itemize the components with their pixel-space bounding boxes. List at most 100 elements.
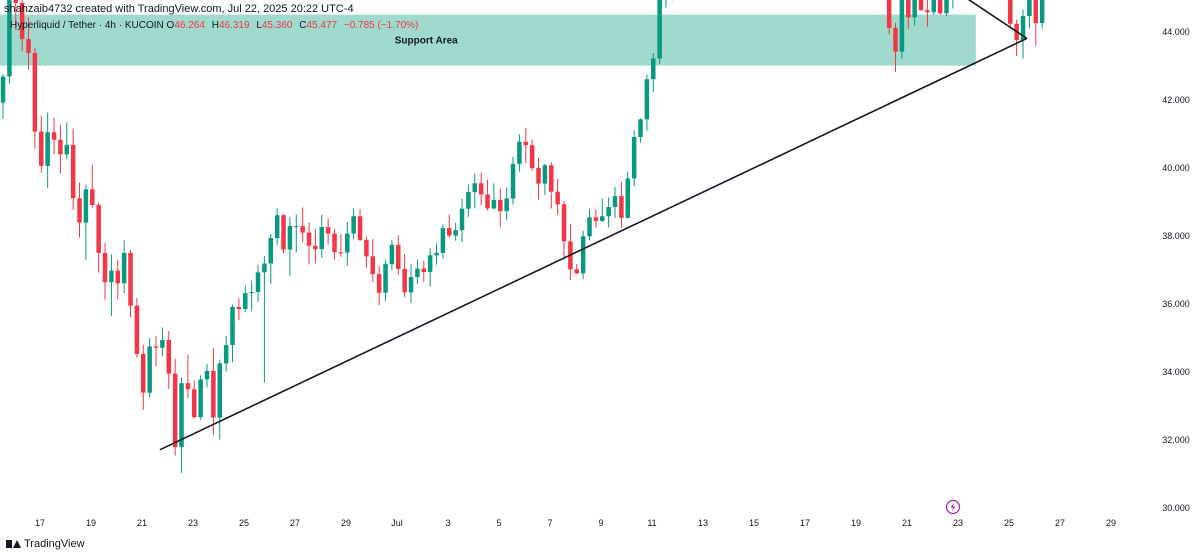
candle bbox=[204, 370, 210, 380]
candle bbox=[574, 269, 580, 274]
close-value: 45.477 bbox=[306, 20, 338, 31]
candle bbox=[7, 0, 12, 77]
x-tick-label: 19 bbox=[851, 518, 861, 528]
trendline-support bbox=[159, 37, 1028, 451]
candle bbox=[357, 216, 363, 241]
candle bbox=[102, 252, 108, 283]
candle bbox=[415, 268, 420, 278]
candle bbox=[600, 216, 605, 221]
candle bbox=[549, 165, 554, 192]
candle bbox=[931, 0, 937, 13]
open-label: O bbox=[166, 20, 175, 31]
candle bbox=[383, 264, 388, 293]
candle bbox=[886, 0, 892, 28]
candle bbox=[83, 189, 89, 223]
x-tick-label: 13 bbox=[698, 518, 708, 528]
candle bbox=[529, 145, 535, 168]
y-axis: 30.000 32.000 34.000 36.000 38.000 40.000 42.0… bbox=[1162, 27, 1190, 513]
candle bbox=[510, 163, 516, 199]
candle bbox=[141, 353, 146, 393]
x-tick-label: 15 bbox=[749, 518, 759, 528]
y-tick-label: 34.000 bbox=[1162, 367, 1190, 377]
candle bbox=[166, 339, 172, 374]
candle bbox=[306, 232, 312, 246]
y-tick-label: 38.000 bbox=[1162, 231, 1190, 241]
candle bbox=[517, 141, 522, 164]
x-tick-label: 25 bbox=[239, 518, 249, 528]
high-value: 46.319 bbox=[218, 20, 250, 31]
low-value: 45.360 bbox=[261, 20, 293, 31]
candle bbox=[498, 199, 503, 212]
candle bbox=[1008, 0, 1013, 24]
candle bbox=[13, 0, 19, 4]
symbol-label: Hyperliquid / Tether · 4h · KUCOIN bbox=[10, 20, 164, 31]
candle bbox=[281, 215, 286, 250]
candle bbox=[893, 27, 898, 52]
candle bbox=[523, 141, 529, 146]
candle bbox=[51, 132, 57, 140]
candle bbox=[625, 178, 631, 218]
candle bbox=[287, 226, 293, 250]
candle bbox=[236, 307, 242, 310]
candle bbox=[160, 339, 165, 348]
x-tick-label: 29 bbox=[341, 518, 351, 528]
candle bbox=[109, 270, 114, 283]
x-tick-label: 7 bbox=[547, 518, 552, 528]
candle bbox=[294, 226, 299, 228]
ohlc-legend: Hyperliquid / Tether · 4h · KUCOIN O46.2… bbox=[10, 20, 422, 31]
candle bbox=[925, 10, 930, 13]
candle bbox=[217, 363, 223, 418]
candle bbox=[351, 216, 356, 234]
candle bbox=[332, 233, 337, 253]
x-tick-label: 27 bbox=[290, 518, 300, 528]
candle bbox=[0, 76, 6, 103]
candle bbox=[26, 39, 31, 54]
candle bbox=[243, 293, 248, 310]
candle bbox=[134, 305, 140, 354]
candle bbox=[45, 132, 50, 166]
candle bbox=[612, 196, 618, 208]
candle bbox=[453, 230, 458, 236]
brand-name: TradingView bbox=[24, 538, 85, 550]
x-tick-label: 23 bbox=[188, 518, 198, 528]
candle bbox=[657, 0, 662, 59]
candle bbox=[268, 237, 274, 264]
lightning-icon bbox=[950, 503, 956, 511]
candle bbox=[223, 345, 229, 364]
y-tick-label: 40.000 bbox=[1162, 163, 1190, 173]
tradingview-brand[interactable]: TradingView bbox=[6, 538, 85, 550]
candle bbox=[899, 0, 905, 52]
creator-attribution: shahzaib4732 created with TradingView.co… bbox=[4, 3, 354, 15]
candle bbox=[19, 3, 25, 40]
candle bbox=[593, 217, 599, 221]
candle bbox=[179, 383, 184, 448]
y-tick-label: 36.000 bbox=[1162, 299, 1190, 309]
candle bbox=[440, 228, 446, 253]
tradingview-logo-icon bbox=[6, 539, 21, 549]
x-tick-label: 27 bbox=[1055, 518, 1065, 528]
candle bbox=[561, 204, 567, 242]
candle bbox=[185, 383, 191, 390]
candle bbox=[313, 245, 318, 250]
candle bbox=[77, 198, 82, 223]
x-tick-label: 23 bbox=[953, 518, 963, 528]
candle bbox=[345, 233, 350, 253]
candle bbox=[447, 228, 452, 236]
candle bbox=[1039, 0, 1045, 24]
candle bbox=[427, 255, 433, 272]
candle bbox=[153, 346, 159, 348]
x-tick-label: 17 bbox=[800, 518, 810, 528]
candle bbox=[587, 217, 592, 237]
candle bbox=[249, 292, 254, 294]
candle bbox=[421, 268, 427, 272]
candle bbox=[937, 0, 943, 14]
candle bbox=[325, 227, 331, 234]
candle bbox=[192, 389, 197, 418]
high-label: H bbox=[211, 20, 219, 31]
candle bbox=[274, 215, 280, 238]
candle bbox=[172, 373, 178, 448]
x-tick-label: Jul bbox=[391, 518, 403, 528]
candle bbox=[96, 205, 101, 253]
candle bbox=[478, 183, 484, 195]
